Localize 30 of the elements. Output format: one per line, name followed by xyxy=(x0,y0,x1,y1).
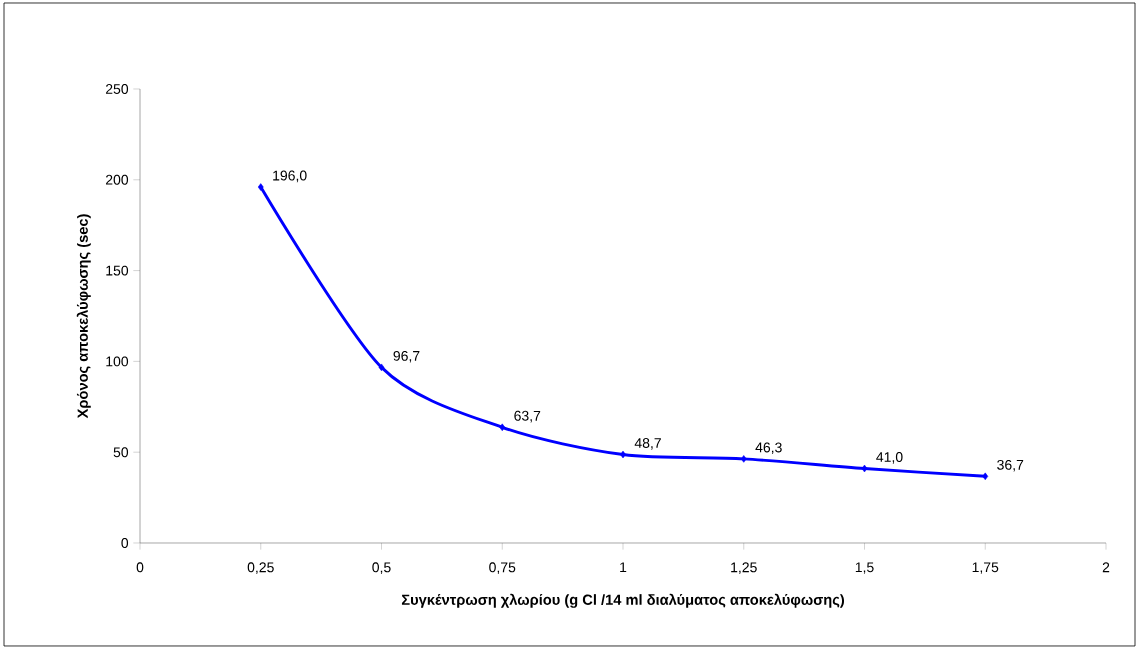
data-label: 196,0 xyxy=(273,170,307,183)
x-tick-label: 0,5 xyxy=(372,562,391,574)
data-label: 46,3 xyxy=(755,442,782,455)
y-axis-title: Χρόνος αποκελύφωσης (sec) xyxy=(76,214,91,419)
y-tick-label: 200 xyxy=(105,174,129,185)
y-tick-label: 50 xyxy=(113,447,129,458)
point xyxy=(740,455,747,463)
point xyxy=(378,363,385,372)
x-tick-label: 1 xyxy=(620,562,627,572)
x-tick-label: 2 xyxy=(1102,562,1110,573)
y-tick-label: 150 xyxy=(106,265,129,276)
point xyxy=(861,464,868,473)
data-label: 48,7 xyxy=(634,438,661,450)
x-tick-label: 0,75 xyxy=(489,562,516,574)
x-axis-title: Συγκέντρωση χλωρίου (g Cl /14 ml διαλύματος αποκελύφωσης) xyxy=(401,593,845,608)
x-tick-label: 0 xyxy=(136,562,144,573)
data-label: 96,7 xyxy=(393,350,420,363)
x-tick-label: 1,25 xyxy=(731,562,757,574)
y-tick-label: 0 xyxy=(121,538,129,548)
point xyxy=(982,472,989,481)
y-tick-label: 100 xyxy=(106,356,129,367)
point xyxy=(499,423,506,432)
point xyxy=(257,183,264,191)
x-tick-label: 0,25 xyxy=(247,562,274,574)
x-tick-label: 1,5 xyxy=(855,562,874,574)
data-label: 63,7 xyxy=(514,410,541,423)
data-label: 36,7 xyxy=(997,459,1024,472)
data-label: 41,0 xyxy=(876,452,903,464)
x-tick-label: 1,75 xyxy=(972,562,999,574)
y-tick-label: 250 xyxy=(105,84,129,94)
